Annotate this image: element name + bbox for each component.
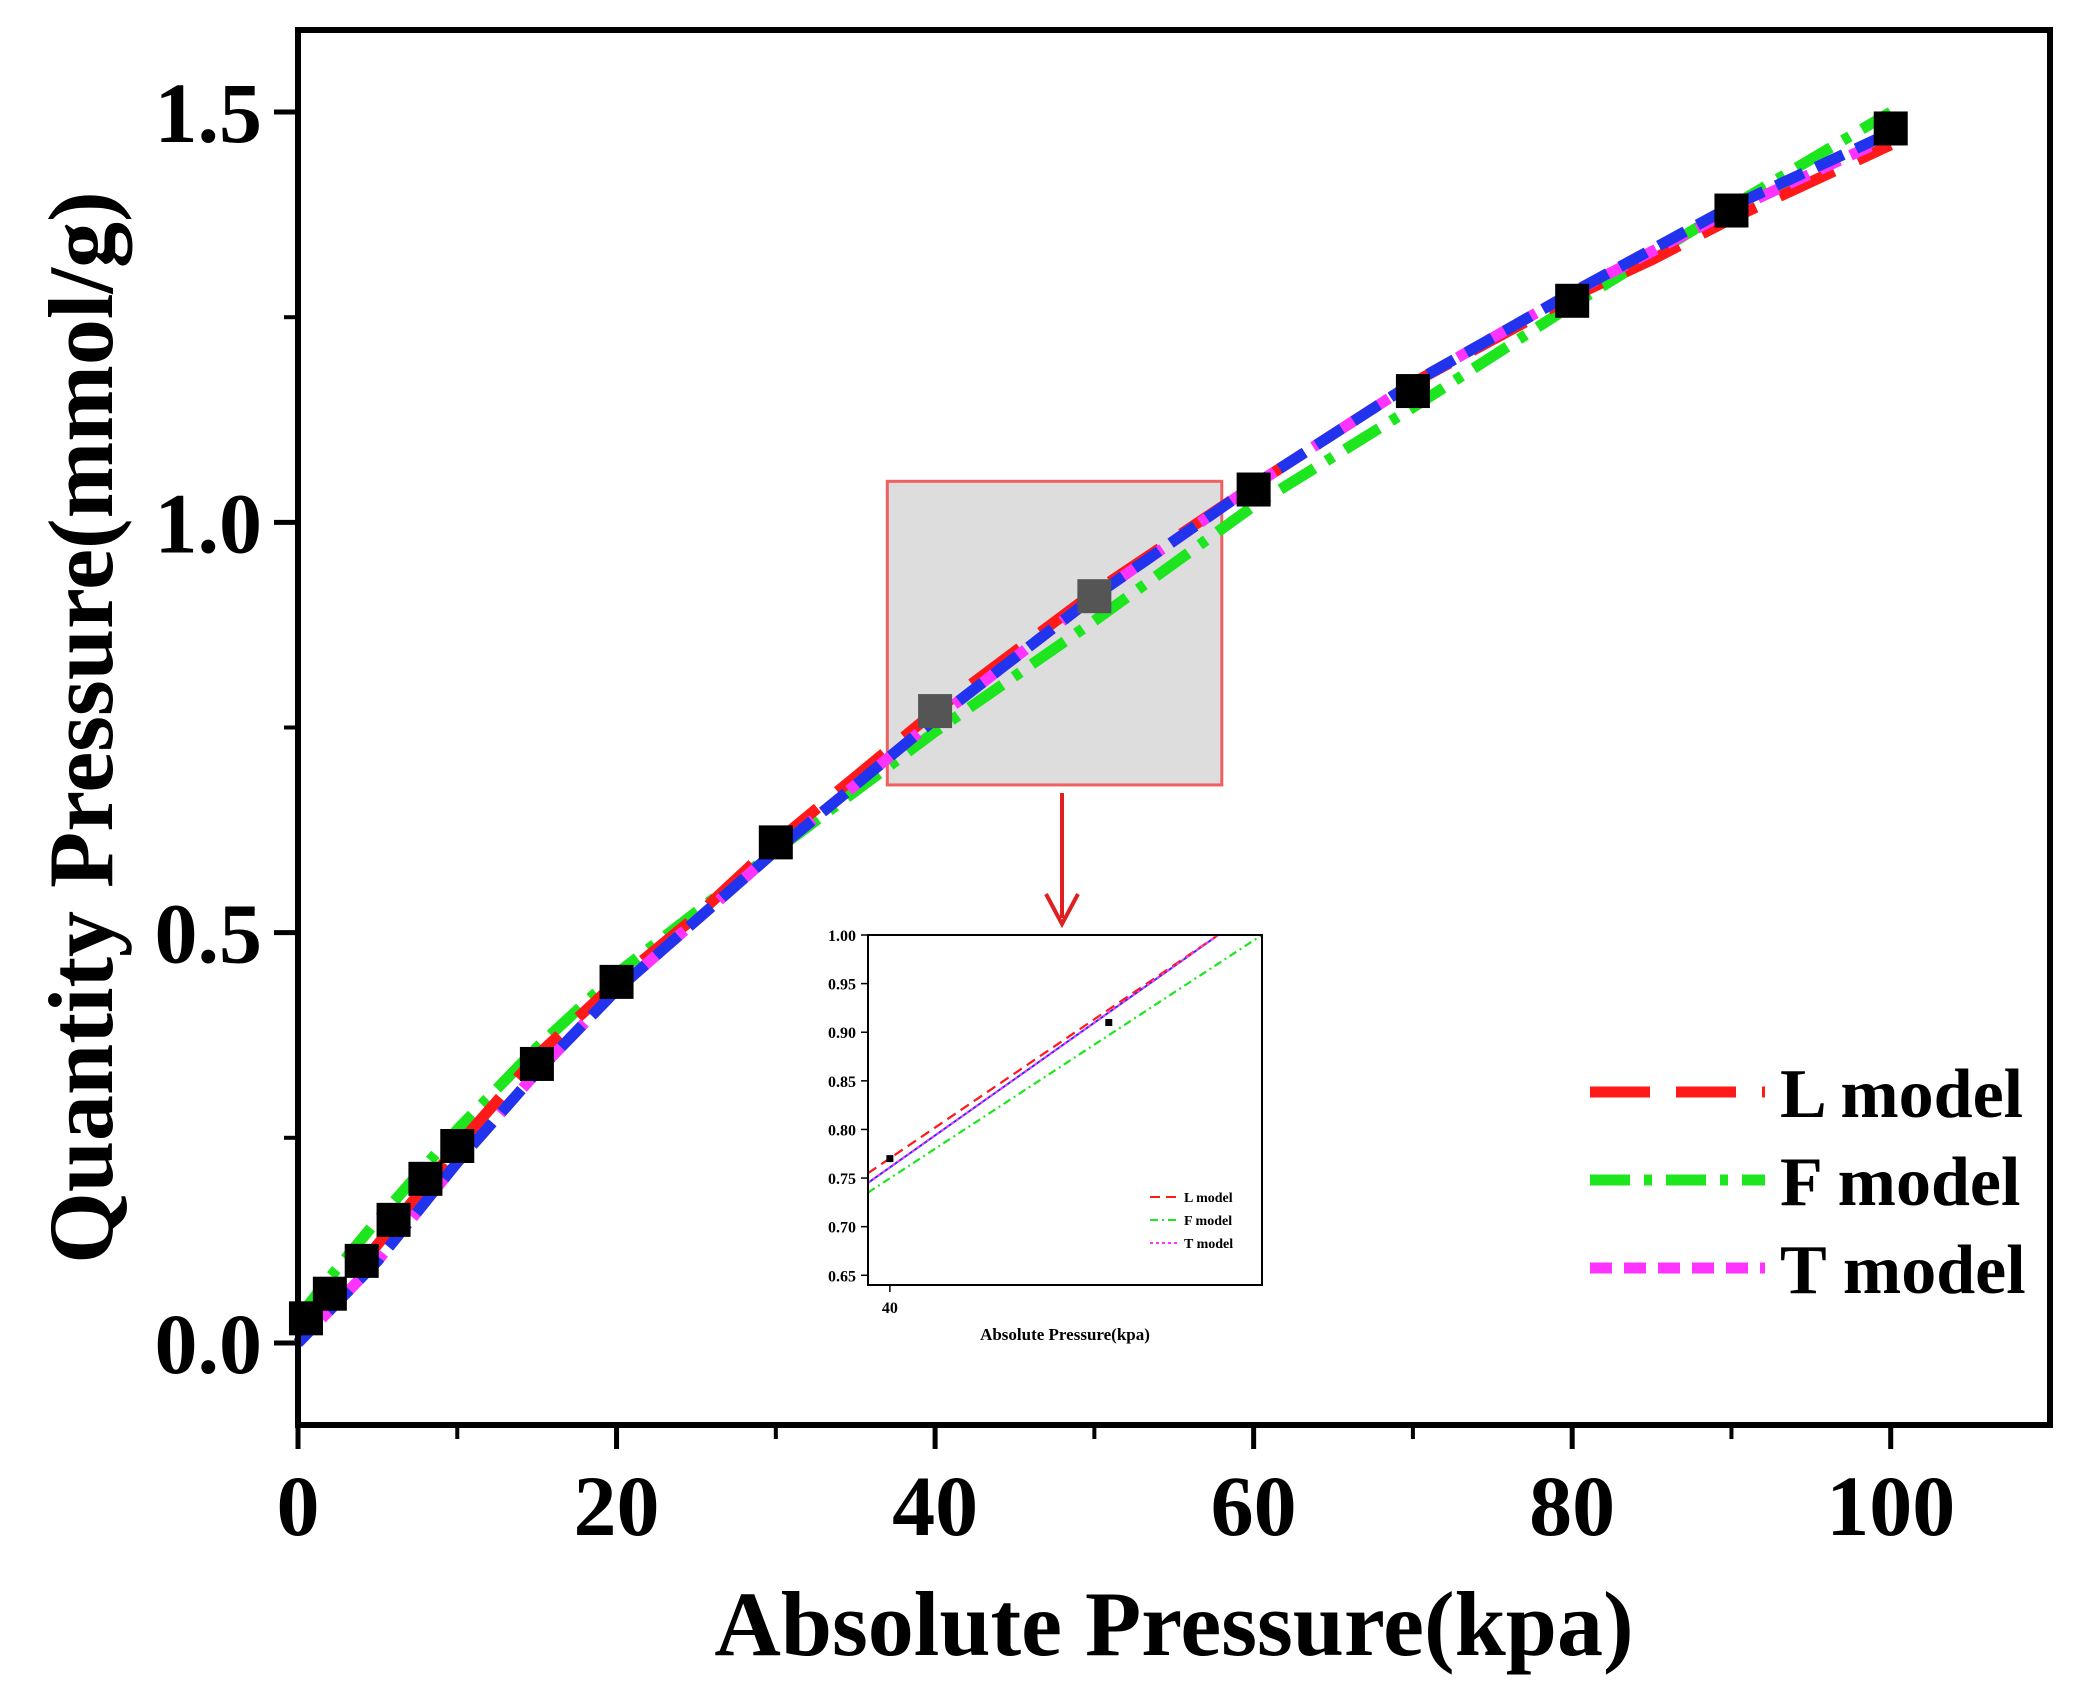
x-axis-label: Absolute Pressure(kpa) <box>714 1573 1633 1675</box>
y-tick-label: 0.0 <box>155 1296 263 1392</box>
inset-y-tick-label: 1.00 <box>828 928 856 945</box>
x-tick-label: 40 <box>892 1458 978 1554</box>
data-point <box>1395 374 1430 409</box>
series-line-fit-blue <box>294 127 1894 1347</box>
inset-legend-label: L model <box>1184 1191 1233 1206</box>
data-point <box>758 825 793 860</box>
inset-y-tick-label: 0.75 <box>828 1171 856 1188</box>
inset-plot: 0.65 0.70 0.75 0.80 0.85 0.90 0.95 1.00 40 Absolu… <box>828 928 1263 1344</box>
legend-label: T model <box>1780 1232 2026 1309</box>
inset-frame <box>867 934 1263 1286</box>
data-point <box>1077 579 1112 614</box>
inset-data-point <box>886 1155 894 1163</box>
inset-series-line-f-model <box>868 935 1262 1194</box>
legend: L model F model T model <box>1590 1056 2026 1309</box>
inset-legend-label: T model <box>1184 1237 1233 1252</box>
x-tick-label: 0 <box>277 1458 320 1554</box>
legend-label: F model <box>1780 1144 2020 1221</box>
x-tick-label: 100 <box>1826 1458 1955 1554</box>
inset-y-tick-label: 0.65 <box>828 1268 856 1285</box>
legend-label: L model <box>1780 1056 2023 1133</box>
y-tick-label: 1.0 <box>155 475 263 571</box>
data-point <box>312 1276 347 1311</box>
data-point <box>599 964 634 999</box>
series-line-t-model <box>294 131 1894 1347</box>
data-point <box>1873 111 1908 146</box>
inset-series-line-fit-blue <box>868 935 1219 1184</box>
inset-y-tick-label: 0.80 <box>828 1122 856 1139</box>
data-point <box>1555 283 1590 318</box>
inset-series-group <box>868 935 1262 1194</box>
inset-legend: L model F model T model <box>1150 1191 1233 1252</box>
inset-background <box>868 935 1262 1285</box>
y-tick-label: 1.5 <box>155 65 263 161</box>
inset-x-tick-label: 40 <box>882 1300 898 1317</box>
data-point <box>519 1046 554 1081</box>
x-tick-label: 80 <box>1529 1458 1615 1554</box>
data-point <box>376 1202 411 1237</box>
inset-y-tick-label: 0.90 <box>828 1025 856 1042</box>
inset-y-tick-label: 0.95 <box>828 977 856 994</box>
data-point <box>440 1129 475 1163</box>
data-point <box>1714 193 1749 228</box>
inset-legend-label: F model <box>1184 1214 1232 1229</box>
inset-y-tick-label: 0.70 <box>828 1220 856 1237</box>
y-tick-label: 0.5 <box>155 886 263 982</box>
callout-arrow-head <box>1044 893 1080 929</box>
data-point <box>1236 472 1271 507</box>
data-point <box>344 1243 379 1278</box>
main-plot: 0 20 40 60 80 100 0.0 0.5 1.0 1.5 Absolute Pressur… <box>30 27 2053 1675</box>
inset-y-tick-label: 0.85 <box>828 1074 856 1091</box>
data-point <box>408 1161 443 1196</box>
inset-x-axis-label: Absolute Pressure(kpa) <box>980 1325 1150 1344</box>
data-point <box>918 694 953 729</box>
x-tick-label: 60 <box>1211 1458 1297 1554</box>
x-tick-label: 20 <box>574 1458 660 1554</box>
inset-series-line-l-model <box>868 935 1219 1175</box>
y-axis-label: Quantity Pressure(mmol/g) <box>30 191 132 1263</box>
inset-data-point <box>1105 1019 1113 1026</box>
